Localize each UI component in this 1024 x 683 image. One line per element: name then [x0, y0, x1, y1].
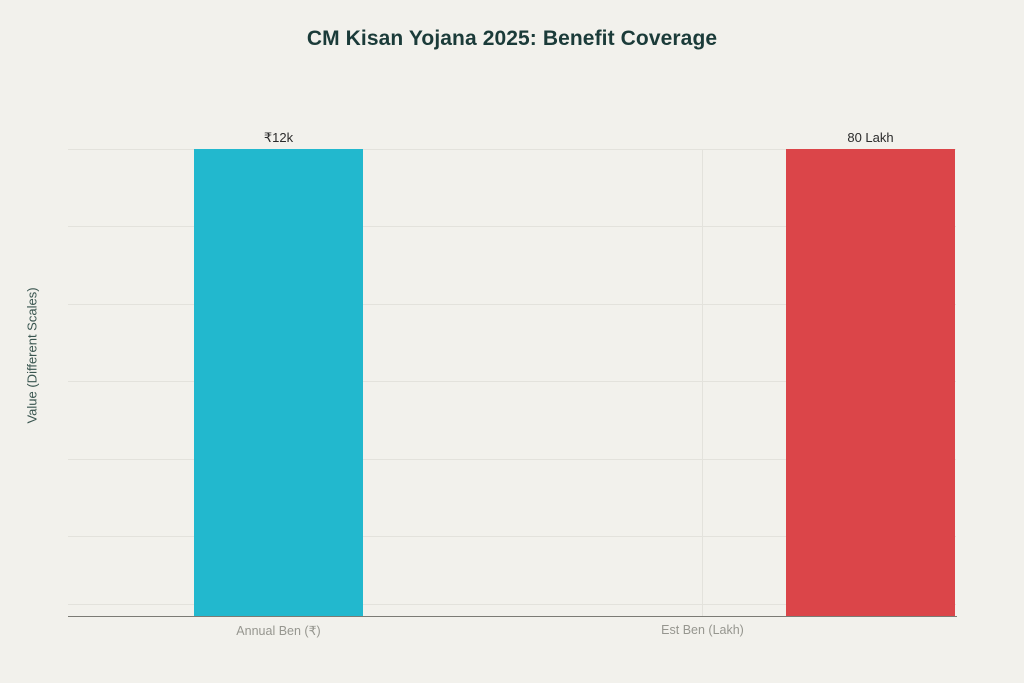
- x-axis-line: [68, 616, 957, 618]
- bar-value-label-est-beneficiaries: 80 Lakh: [847, 130, 894, 145]
- x-tick-label-annual-benefit: Annual Ben (₹): [236, 624, 321, 638]
- chart-title: CM Kisan Yojana 2025: Benefit Coverage: [306, 27, 718, 50]
- gridline-horizontal: [68, 459, 956, 460]
- bar-annual-benefit[interactable]: [194, 149, 363, 616]
- gridline-horizontal: [68, 149, 956, 150]
- gridline-horizontal: [68, 604, 956, 605]
- gridline-vertical: [702, 149, 703, 616]
- gridline-horizontal: [68, 304, 956, 305]
- x-tick-label-est-beneficiaries: Est Ben (Lakh): [661, 623, 744, 637]
- gridline-horizontal: [68, 536, 956, 537]
- plot-area: [68, 149, 956, 616]
- bar-value-label-annual-benefit: ₹12k: [263, 130, 294, 145]
- gridline-horizontal: [68, 226, 956, 227]
- gridline-horizontal: [68, 381, 956, 382]
- bar-est-beneficiaries[interactable]: [786, 149, 955, 616]
- y-axis-label: Value (Different Scales): [24, 287, 40, 424]
